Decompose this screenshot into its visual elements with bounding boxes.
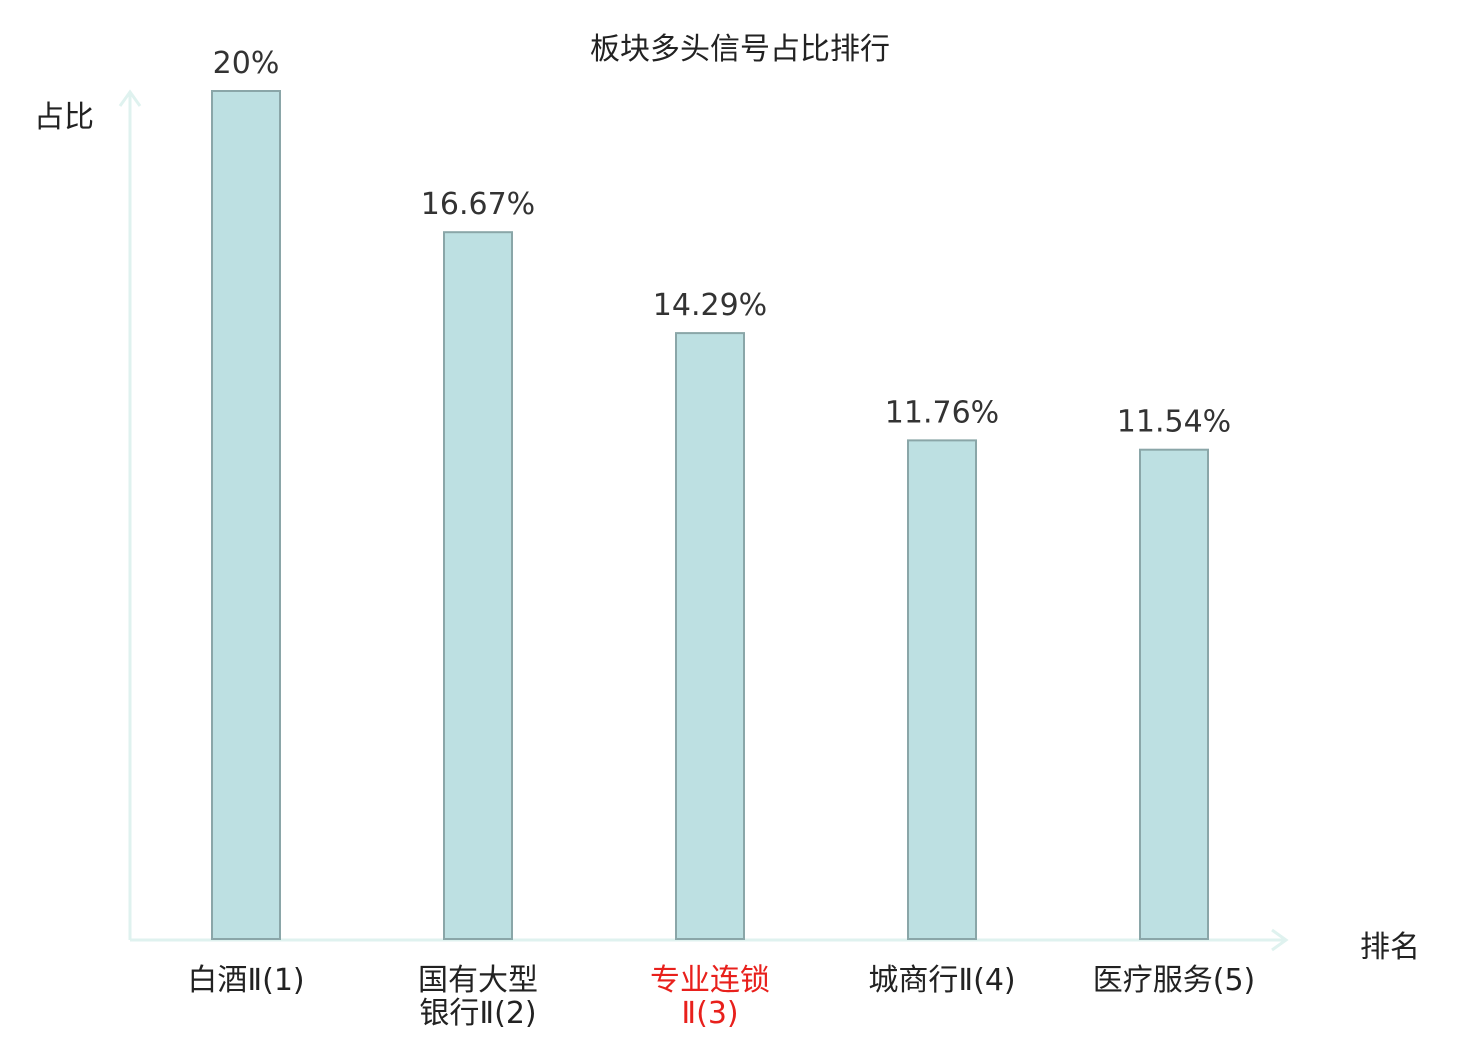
value-labels-group: 20% 16.67% 14.29% 11.76% 11.54%	[213, 46, 1232, 440]
bar	[211, 90, 281, 940]
bars-group	[211, 90, 1209, 940]
y-axis-label: 占比	[34, 100, 94, 135]
bar	[907, 439, 977, 940]
x-tick-label: 医疗服务(5)	[1092, 963, 1256, 998]
x-tick-label: 白酒Ⅱ(1)	[187, 963, 305, 998]
y-axis	[118, 89, 142, 940]
bar-value-label: 11.54%	[1117, 405, 1231, 440]
chart-title: 板块多头信号占比排行	[590, 32, 890, 67]
bar	[675, 332, 745, 940]
y-axis-arrow-icon	[118, 89, 142, 107]
bar-value-label: 20%	[213, 46, 280, 81]
x-tick-label: 城商行Ⅱ(4)	[868, 963, 1016, 998]
bar	[443, 231, 513, 940]
x-axis-arrow-icon	[1271, 928, 1289, 952]
x-tick-label: 专业连锁 Ⅱ(3)	[650, 963, 770, 1031]
bar-value-label: 11.76%	[885, 395, 999, 430]
x-axis-label: 排名	[1360, 930, 1420, 965]
bar	[1139, 448, 1209, 940]
bar-value-label: 14.29%	[653, 288, 767, 323]
x-tick-label: 国有大型 银行Ⅱ(2)	[418, 963, 538, 1031]
bar-value-label: 16.67%	[421, 187, 535, 222]
